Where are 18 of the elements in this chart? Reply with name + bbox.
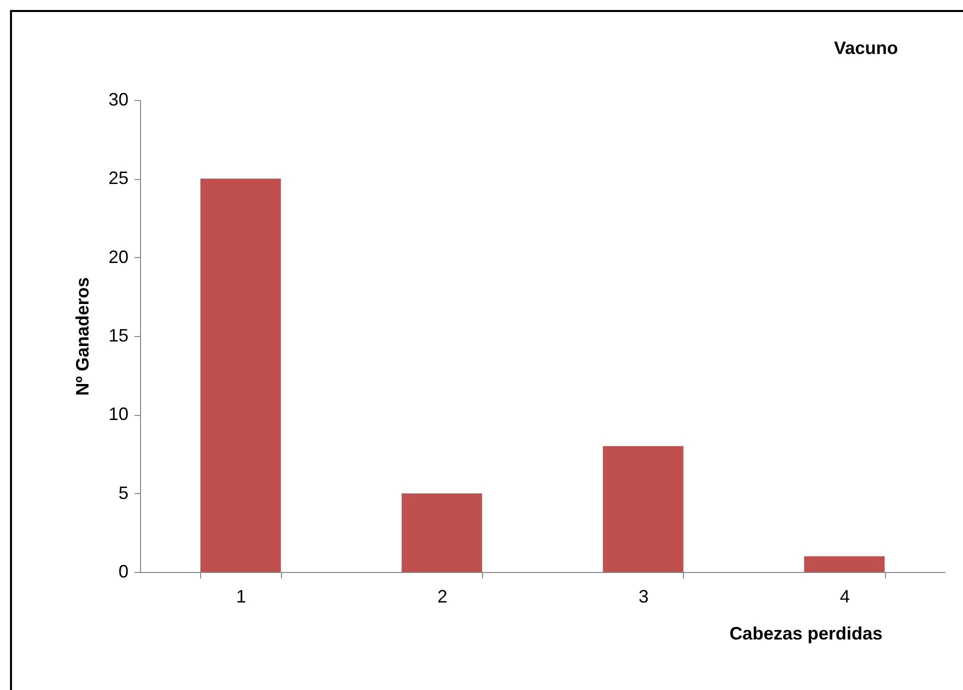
- bar: [602, 446, 684, 572]
- y-tick-label: 25: [108, 168, 128, 188]
- x-tick-label: 4: [840, 586, 850, 606]
- y-tick-label: 5: [118, 482, 128, 503]
- x-tick-label: 2: [437, 586, 448, 606]
- y-tick-label: 30: [108, 90, 128, 110]
- chart-title: Vacuno: [834, 38, 898, 58]
- bar: [402, 493, 482, 572]
- y-tick-label: 20: [108, 246, 128, 267]
- x-tick-label: 1: [236, 586, 246, 606]
- bar: [804, 556, 885, 572]
- x-tick-label: 3: [638, 586, 649, 606]
- y-tick-label: 10: [108, 404, 128, 424]
- y-axis-title: Nº Ganaderos: [72, 277, 92, 396]
- y-tick-label: 15: [108, 326, 128, 346]
- x-axis-title: Cabezas perdidas: [729, 624, 882, 644]
- bar: [200, 178, 281, 572]
- y-tick-label: 0: [118, 562, 128, 582]
